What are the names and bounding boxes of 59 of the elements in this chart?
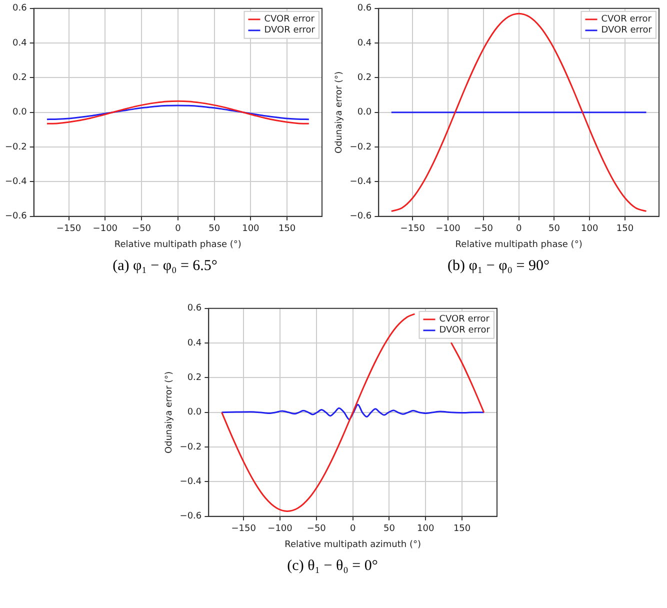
- x-tick-label: 50: [208, 224, 220, 234]
- y-tick-label: 0.4: [187, 338, 202, 348]
- x-tick-label: 150: [453, 524, 471, 534]
- x-tick-label: −100: [268, 524, 293, 534]
- y-tick-label: 0.2: [12, 73, 27, 84]
- legend-label: CVOR error: [601, 14, 652, 25]
- line-series: [46, 100, 310, 124]
- x-axis-title: Relative multipath phase (°): [114, 240, 242, 250]
- x-tick-label: −150: [56, 224, 82, 234]
- x-axis-title: Relative multipath azimuth (°): [284, 540, 421, 550]
- y-tick-label: −0.2: [4, 142, 27, 152]
- legend-label: CVOR error: [439, 314, 490, 325]
- y-tick-label: −0.2: [350, 142, 372, 152]
- x-tick-label: 50: [548, 224, 560, 234]
- text: (b) φ₁ − φ₀ = 90°: [446, 258, 550, 275]
- y-tick-label: −0.6: [4, 212, 28, 222]
- y-tick-label: 0.0: [187, 408, 202, 418]
- y-tick-label: −0.6: [350, 212, 372, 222]
- x-tick-label: −100: [92, 224, 118, 234]
- x-tick-label: −50: [474, 224, 494, 234]
- x-tick-label: −50: [306, 524, 326, 534]
- legend-label: CVOR error: [264, 14, 315, 25]
- y-tick-label: 0.0: [12, 108, 28, 118]
- y-tick-label: 0.6: [357, 4, 372, 14]
- x-tick-label: −100: [436, 224, 461, 234]
- x-tick-label: 100: [242, 224, 260, 234]
- x-tick-label: 0: [516, 224, 522, 234]
- x-tick-label: 100: [581, 224, 598, 234]
- y-tick-label: 0.6: [12, 4, 28, 14]
- y-axis-title: Odunaiya error (°): [334, 71, 345, 154]
- x-tick-label: 150: [616, 224, 634, 234]
- y-tick-label: −0.4: [350, 177, 372, 188]
- x-tick-label: −50: [132, 224, 152, 234]
- x-tick-label: −150: [231, 524, 256, 534]
- y-tick-label: 0.4: [357, 38, 372, 48]
- legend-label: DVOR error: [601, 26, 652, 36]
- x-tick-label: 0: [175, 224, 182, 234]
- line-series: [221, 404, 485, 420]
- y-tick-label: −0.4: [4, 177, 28, 188]
- y-tick-label: 0.4: [12, 38, 28, 48]
- line-series: [46, 104, 310, 120]
- legend-label: DVOR error: [439, 326, 490, 336]
- legend-label: DVOR error: [264, 26, 316, 36]
- y-tick-label: −0.6: [180, 512, 202, 522]
- x-axis-title: Relative multipath phase (°): [455, 240, 582, 250]
- y-tick-label: −0.4: [180, 477, 202, 488]
- y-tick-label: 0.2: [187, 373, 202, 384]
- x-tick-label: 100: [417, 524, 434, 534]
- text: (a) φ₁ − φ₀ = 6.5°: [112, 258, 218, 275]
- y-tick-label: 0.0: [357, 108, 372, 118]
- y-axis-title: Odunaiya error (°): [164, 371, 175, 454]
- x-tick-label: −150: [400, 224, 426, 234]
- y-tick-label: 0.6: [187, 304, 202, 314]
- x-tick-label: 0: [350, 524, 356, 534]
- x-tick-label: 50: [384, 524, 396, 534]
- y-tick-label: −0.2: [180, 442, 202, 452]
- y-tick-label: 0.2: [357, 73, 372, 84]
- x-tick-label: 150: [278, 224, 296, 234]
- text: (c) θ₁ − θ₀ = 0°: [286, 558, 379, 575]
